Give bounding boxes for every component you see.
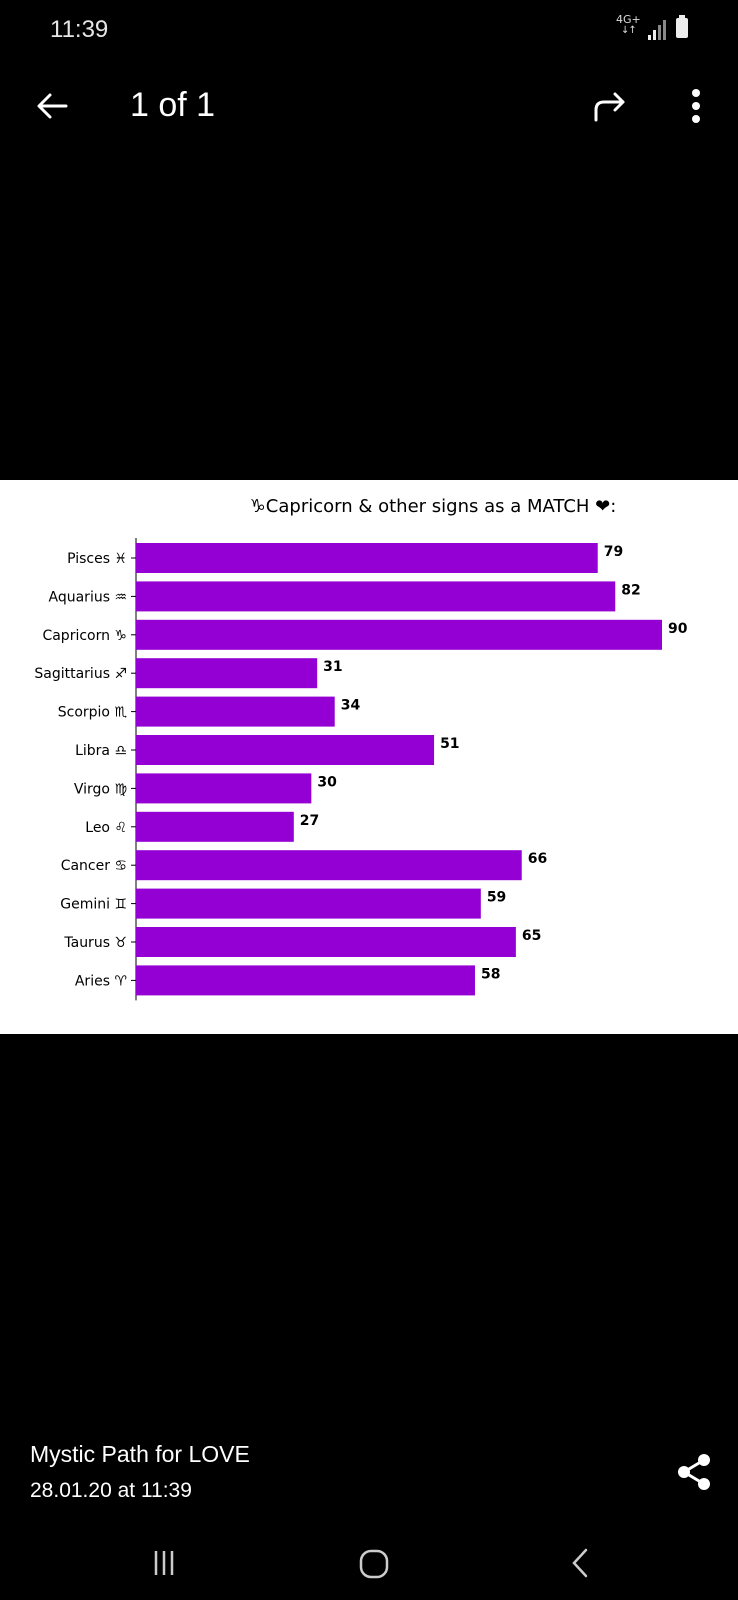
chart-title: ♑Capricorn & other signs as a MATCH ❤: bbox=[250, 496, 617, 517]
bar-value-label: 51 bbox=[440, 736, 459, 752]
y-tick-label: Aries ♈ bbox=[75, 973, 128, 989]
y-tick-label: Leo ♌ bbox=[85, 820, 127, 836]
share-forward-icon[interactable] bbox=[590, 88, 630, 124]
bar bbox=[136, 927, 516, 957]
caption-title: Mystic Path for LOVE bbox=[30, 1441, 250, 1467]
bar-value-label: 58 bbox=[481, 966, 500, 982]
bar-value-label: 65 bbox=[522, 928, 541, 944]
bar-value-label: 66 bbox=[528, 851, 547, 867]
back-arrow-icon[interactable] bbox=[32, 88, 72, 124]
bar bbox=[136, 543, 598, 573]
bar-value-label: 30 bbox=[317, 774, 337, 790]
bar bbox=[136, 619, 662, 650]
bar-value-label: 79 bbox=[604, 544, 623, 560]
caption-date: 28.01.20 at 11:39 bbox=[30, 1479, 192, 1502]
bar bbox=[136, 965, 475, 996]
home-icon[interactable] bbox=[356, 1545, 392, 1581]
bar bbox=[136, 888, 481, 919]
bar-value-label: 34 bbox=[341, 698, 361, 714]
bar bbox=[136, 581, 616, 612]
network-type: 4G+ bbox=[616, 13, 641, 26]
bar bbox=[136, 773, 312, 804]
bar-value-label: 31 bbox=[323, 659, 342, 675]
bar-value-label: 82 bbox=[621, 582, 640, 598]
bar-value-label: 27 bbox=[300, 813, 319, 829]
y-tick-label: Gemini ♊ bbox=[60, 897, 127, 913]
nav-back-icon[interactable] bbox=[562, 1545, 598, 1581]
bar-chart: ♑Capricorn & other signs as a MATCH ❤: P… bbox=[34, 496, 688, 1001]
bar-value-label: 90 bbox=[668, 621, 688, 637]
y-tick-label: Aquarius ♒ bbox=[49, 589, 127, 605]
bar bbox=[136, 850, 522, 881]
viewer-top-bar: 1 of 1 bbox=[0, 76, 738, 136]
y-tick-label: Capricorn ♑ bbox=[42, 628, 127, 644]
bar bbox=[136, 735, 435, 765]
share-icon[interactable] bbox=[672, 1450, 716, 1494]
status-time: 11:39 bbox=[50, 16, 109, 43]
bar-value-label: 59 bbox=[487, 890, 506, 906]
y-tick-label: Taurus ♉ bbox=[63, 935, 127, 951]
y-tick-label: Libra ♎ bbox=[75, 743, 127, 759]
signal-icon bbox=[648, 18, 668, 40]
more-vert-icon[interactable] bbox=[680, 84, 712, 128]
network-arrows: ↓↑ bbox=[620, 25, 637, 36]
bar bbox=[136, 696, 335, 727]
y-tick-label: Pisces ♓ bbox=[67, 551, 127, 567]
bar bbox=[136, 811, 294, 842]
battery-icon bbox=[676, 15, 688, 38]
network-indicator: 4G+ ↓↑ bbox=[616, 14, 641, 36]
bar bbox=[136, 658, 318, 689]
status-bar: 11:39 4G+ ↓↑ bbox=[0, 0, 738, 60]
system-nav-bar bbox=[0, 1535, 738, 1600]
chart-image[interactable]: ♑Capricorn & other signs as a MATCH ❤: P… bbox=[0, 480, 738, 1034]
recents-icon[interactable] bbox=[146, 1545, 182, 1581]
y-tick-label: Virgo ♍ bbox=[74, 781, 127, 797]
y-tick-label: Scorpio ♏ bbox=[58, 705, 128, 721]
image-counter: 1 of 1 bbox=[130, 86, 216, 124]
y-tick-label: Cancer ♋ bbox=[61, 858, 127, 874]
y-tick-label: Sagittarius ♐ bbox=[34, 666, 127, 682]
